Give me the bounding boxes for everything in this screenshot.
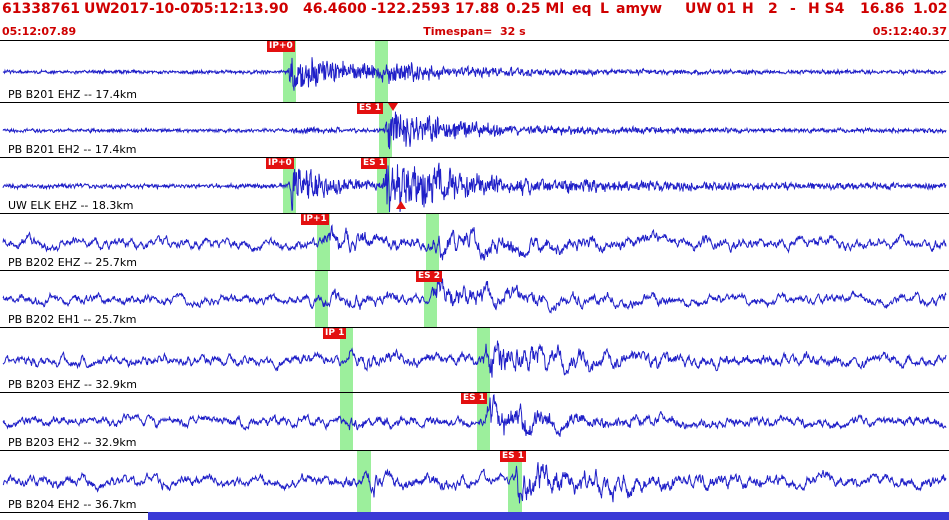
- header-value-a: 16.86: [860, 1, 905, 17]
- latitude: 46.4600: [303, 1, 367, 17]
- trace-row: PB B204 EH2 -- 36.7km ES 1: [0, 451, 949, 513]
- station-label: PB B203 EHZ -- 32.9km: [8, 378, 137, 391]
- flag-hs4: H S4: [808, 1, 845, 17]
- flag-dash: -: [790, 1, 796, 17]
- timespan-label: Timespan= 32 s: [423, 25, 526, 38]
- pick-flag[interactable]: ES 2: [416, 271, 443, 282]
- trace-row: PB B202 EH1 -- 25.7km ES 2: [0, 271, 949, 328]
- pick-triangle-marker-down-icon[interactable]: [388, 103, 398, 111]
- pick-highlight-band: [375, 41, 388, 102]
- depth-km: 17.88: [455, 1, 500, 17]
- trace-area: PB B201 EHZ -- 17.4km IP+0 PB B201 EH2 -- …: [0, 40, 949, 513]
- pick-flag[interactable]: ES 1: [461, 393, 488, 404]
- pick-highlight-band: [357, 451, 371, 512]
- station-label: UW ELK EHZ -- 18.3km: [8, 199, 134, 212]
- magnitude: 0.25 Ml: [506, 1, 565, 17]
- trace-row: PB B203 EH2 -- 32.9km ES 1: [0, 393, 949, 451]
- pick-flag[interactable]: IP 1: [323, 328, 347, 339]
- trace-waveform[interactable]: [0, 328, 949, 393]
- pick-flag[interactable]: ES 1: [500, 451, 527, 462]
- pick-highlight-band: [340, 393, 353, 450]
- station-label: PB B201 EH2 -- 17.4km: [8, 143, 137, 156]
- flag-h: H: [742, 1, 754, 17]
- trace-row: PB B201 EH2 -- 17.4km ES 1: [0, 103, 949, 158]
- event-type: eq: [572, 1, 592, 17]
- trace-waveform[interactable]: [0, 41, 949, 103]
- station-label: PB B201 EHZ -- 17.4km: [8, 88, 137, 101]
- window-end-time: 05:12:40.37: [872, 25, 947, 38]
- event-header: 61338761 UW 2017-10-07 05:12:13.90 46.46…: [0, 0, 949, 22]
- window-start-time: 05:12:07.89: [2, 25, 77, 38]
- station-label: PB B202 EHZ -- 25.7km: [8, 256, 137, 269]
- trace-row: PB B202 EHZ -- 25.7km IP+1: [0, 214, 949, 271]
- trace-row: UW ELK EHZ -- 18.3km IP+0 ES 1: [0, 158, 949, 214]
- pick-highlight-band: [424, 271, 437, 327]
- trace-row: PB B201 EHZ -- 17.4km IP+0: [0, 41, 949, 103]
- net-block: UW 01: [685, 1, 737, 17]
- pick-flag[interactable]: ES 1: [357, 103, 384, 114]
- horizontal-scrollbar-thumb[interactable]: [148, 512, 949, 520]
- station-label: PB B204 EH2 -- 36.7km: [8, 498, 137, 511]
- trace-waveform[interactable]: [0, 451, 949, 513]
- time-bar: 05:12:07.89 Timespan= 32 s 05:12:40.37: [0, 22, 949, 40]
- network-code: UW: [84, 1, 111, 17]
- pick-highlight-band: [426, 214, 439, 270]
- trace-waveform[interactable]: [0, 158, 949, 214]
- pick-flag[interactable]: IP+0: [266, 158, 294, 169]
- size-flag: L: [600, 1, 609, 17]
- header-value-b: 1.02: [913, 1, 948, 17]
- event-id: 61338761: [2, 1, 80, 17]
- closest-station: amyw: [616, 1, 663, 17]
- pick-flag[interactable]: ES 1: [361, 158, 388, 169]
- origin-time: 05:12:13.90: [194, 1, 289, 17]
- event-date: 2017-10-07: [110, 1, 200, 17]
- longitude: -122.2593: [371, 1, 451, 17]
- trace-waveform[interactable]: [0, 103, 949, 158]
- flag-n: 2: [768, 1, 778, 17]
- trace-waveform[interactable]: [0, 214, 949, 271]
- pick-triangle-marker-up-icon[interactable]: [396, 201, 406, 209]
- pick-flag[interactable]: IP+0: [267, 41, 295, 52]
- trace-waveform[interactable]: [0, 271, 949, 328]
- station-label: PB B203 EH2 -- 32.9km: [8, 436, 137, 449]
- trace-waveform[interactable]: [0, 393, 949, 451]
- trace-row: PB B203 EHZ -- 32.9km IP 1: [0, 328, 949, 393]
- pick-flag[interactable]: IP+1: [301, 214, 329, 225]
- station-label: PB B202 EH1 -- 25.7km: [8, 313, 137, 326]
